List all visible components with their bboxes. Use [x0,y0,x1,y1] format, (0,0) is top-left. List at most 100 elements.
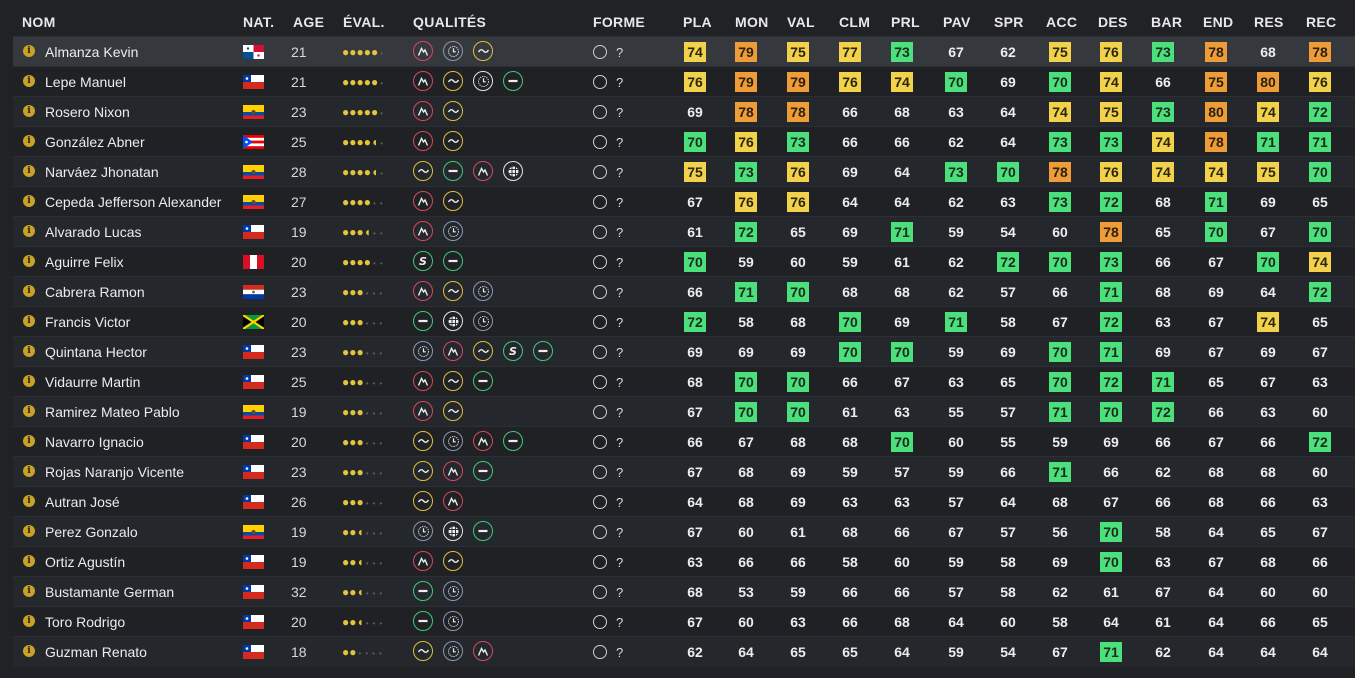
clock-icon[interactable] [443,41,463,61]
info-icon[interactable]: i [23,495,35,507]
mountain-icon[interactable] [413,221,433,241]
flat-icon[interactable] [413,611,433,631]
info-icon[interactable]: i [23,135,35,147]
table-row[interactable]: i Alvarado Lucas 19 ●●●◖ • •? 61 72 65 69 71 59 54 60… [13,216,1355,246]
flat-icon[interactable] [473,461,493,481]
player-name[interactable]: Narváez Jhonatan [45,164,159,180]
info-icon[interactable]: i [23,555,35,567]
clock-icon[interactable] [443,641,463,661]
col-header-prl[interactable]: PRL [891,14,920,30]
clock-icon[interactable] [413,341,433,361]
cobble-icon[interactable] [443,311,463,331]
player-name[interactable]: Rojas Naranjo Vicente [45,464,185,480]
col-header-clm[interactable]: CLM [839,14,871,30]
player-name[interactable]: Cepeda Jefferson Alexander [45,194,222,210]
mountain-icon[interactable] [413,371,433,391]
sprint-icon[interactable]: S [503,341,523,361]
table-row[interactable]: i Guzman Renato 18 ●● • • • •? 62 64 65 65 64 59 54 67 7… [13,636,1355,666]
player-name[interactable]: Toro Rodrigo [45,614,126,630]
table-row[interactable]: i Ortiz Agustín 19 ●●◖ • • •? 63 66 66 58 60 59 58 69 7… [13,546,1355,576]
flat-icon[interactable] [533,341,553,361]
table-row[interactable]: i Quintana Hector 23 ●●● • • • S? 69 69 69 70 70 59 69… [13,336,1355,366]
wave-icon[interactable] [473,341,493,361]
info-icon[interactable]: i [23,525,35,537]
mountain-icon[interactable] [473,431,493,451]
mountain-icon[interactable] [473,641,493,661]
col-header-eval[interactable]: ÉVAL. [343,14,385,30]
col-header-bar[interactable]: BAR [1151,14,1183,30]
col-header-acc[interactable]: ACC [1046,14,1078,30]
col-header-des[interactable]: DES [1098,14,1128,30]
col-header-mon[interactable]: MON [735,14,769,30]
table-row[interactable]: i Vidaurre Martin 25 ●●● • • •? 68 70 70 66 67 63 65 7… [13,366,1355,396]
wave-icon[interactable] [413,161,433,181]
mountain-icon[interactable] [413,551,433,571]
table-row[interactable]: i Perez Gonzalo 19 ●●◖ • • •? 67 60 61 68 66 67 57 56 7… [13,516,1355,546]
mountain-icon[interactable] [443,341,463,361]
mountain-icon[interactable] [413,41,433,61]
col-header-nat[interactable]: NAT. [243,14,275,30]
flat-icon[interactable] [503,431,523,451]
col-header-end[interactable]: END [1203,14,1234,30]
player-name[interactable]: Almanza Kevin [45,44,139,60]
table-row[interactable]: i Cepeda Jefferson Alexander 27 ●●●● • •? 67 76… [13,186,1355,216]
col-header-val[interactable]: VAL [787,14,815,30]
col-header-rec[interactable]: REC [1306,14,1337,30]
wave-icon[interactable] [473,41,493,61]
clock-icon[interactable] [443,611,463,631]
mountain-icon[interactable] [473,161,493,181]
col-header-pla[interactable]: PLA [683,14,712,30]
mountain-icon[interactable] [413,281,433,301]
info-icon[interactable]: i [23,405,35,417]
table-row[interactable]: i Autran José 26 ●●● • • •? 64 68 69 63 63 57 64 68 67 6… [13,486,1355,516]
flat-icon[interactable] [443,251,463,271]
sprint-icon[interactable]: S [413,251,433,271]
wave-icon[interactable] [443,101,463,121]
clock-icon[interactable] [443,431,463,451]
col-header-res[interactable]: RES [1254,14,1284,30]
info-icon[interactable]: i [23,165,35,177]
col-header-pav[interactable]: PAV [943,14,971,30]
info-icon[interactable]: i [23,345,35,357]
player-name[interactable]: Autran José [45,494,120,510]
info-icon[interactable]: i [23,465,35,477]
player-name[interactable]: Perez Gonzalo [45,524,138,540]
wave-icon[interactable] [443,191,463,211]
flat-icon[interactable] [443,161,463,181]
wave-icon[interactable] [443,551,463,571]
mountain-icon[interactable] [413,71,433,91]
clock-icon[interactable] [473,311,493,331]
clock-icon[interactable] [413,521,433,541]
clock-icon[interactable] [443,581,463,601]
wave-icon[interactable] [413,461,433,481]
col-header-forme[interactable]: FORME [593,14,646,30]
wave-icon[interactable] [413,491,433,511]
clock-icon[interactable] [473,281,493,301]
table-row[interactable]: i Lepe Manuel 21 ●●●●● •? 76 79 79 76 74 70 69 70 74 6… [13,66,1355,96]
mountain-icon[interactable] [413,191,433,211]
cobble-icon[interactable] [503,161,523,181]
cobble-icon[interactable] [443,521,463,541]
info-icon[interactable]: i [23,75,35,87]
info-icon[interactable]: i [23,45,35,57]
wave-icon[interactable] [443,371,463,391]
mountain-icon[interactable] [413,101,433,121]
player-name[interactable]: Ramirez Mateo Pablo [45,404,180,420]
player-name[interactable]: Rosero Nixon [45,104,130,120]
player-name[interactable]: Quintana Hector [45,344,147,360]
wave-icon[interactable] [443,281,463,301]
mountain-icon[interactable] [443,461,463,481]
wave-icon[interactable] [443,401,463,421]
flat-icon[interactable] [503,71,523,91]
flat-icon[interactable] [413,581,433,601]
flat-icon[interactable] [413,311,433,331]
info-icon[interactable]: i [23,435,35,447]
clock-icon[interactable] [473,71,493,91]
info-icon[interactable]: i [23,585,35,597]
wave-icon[interactable] [413,641,433,661]
player-name[interactable]: Navarro Ignacio [45,434,144,450]
table-row[interactable]: i González Abner 25 ●●●●◖ •? 70 76 73 66 66 62 64 73… [13,126,1355,156]
info-icon[interactable]: i [23,285,35,297]
info-icon[interactable]: i [23,195,35,207]
player-name[interactable]: Cabrera Ramon [45,284,145,300]
